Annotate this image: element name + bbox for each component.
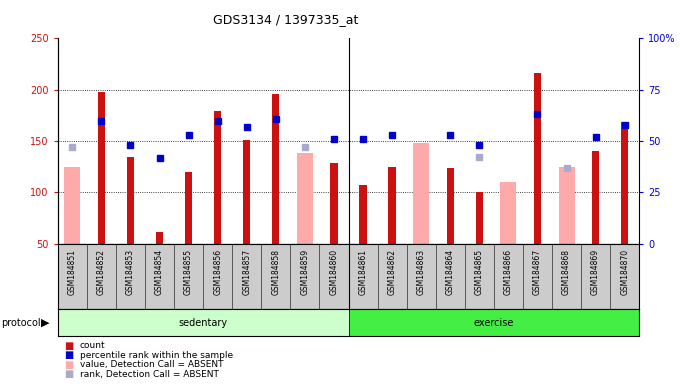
Text: GSM184852: GSM184852 [97, 249, 106, 295]
Bar [534, 73, 541, 244]
Text: GSM184869: GSM184869 [591, 249, 600, 295]
Bar [360, 185, 367, 244]
Text: GSM184856: GSM184856 [214, 249, 222, 295]
Bar [592, 151, 599, 244]
Text: GSM184866: GSM184866 [504, 249, 513, 295]
Bar [500, 182, 516, 244]
Text: rank, Detection Call = ABSENT: rank, Detection Call = ABSENT [80, 370, 218, 379]
Text: GSM184865: GSM184865 [475, 249, 483, 295]
Text: protocol: protocol [1, 318, 41, 328]
Text: exercise: exercise [474, 318, 514, 328]
Text: GSM184851: GSM184851 [68, 249, 77, 295]
Bar [214, 111, 221, 244]
Bar [476, 192, 483, 244]
Text: GSM184858: GSM184858 [271, 249, 280, 295]
Text: GSM184868: GSM184868 [562, 249, 571, 295]
Text: value, Detection Call = ABSENT: value, Detection Call = ABSENT [80, 360, 223, 369]
Bar [348, 309, 639, 336]
Text: GSM184857: GSM184857 [242, 249, 251, 295]
Bar [413, 143, 429, 244]
Bar [127, 157, 134, 244]
Bar [621, 122, 628, 244]
Bar [447, 168, 454, 244]
Text: ■: ■ [65, 369, 74, 379]
Text: ▶: ▶ [41, 318, 50, 328]
Text: ■: ■ [65, 350, 74, 360]
Text: GSM184862: GSM184862 [388, 249, 396, 295]
Bar [330, 163, 337, 244]
Text: count: count [80, 341, 105, 350]
Bar [185, 172, 192, 244]
Text: GSM184853: GSM184853 [126, 249, 135, 295]
Text: GSM184867: GSM184867 [533, 249, 542, 295]
Text: GSM184860: GSM184860 [330, 249, 339, 295]
Bar [243, 140, 250, 244]
Text: percentile rank within the sample: percentile rank within the sample [80, 351, 233, 360]
Bar [58, 309, 348, 336]
Text: GSM184864: GSM184864 [446, 249, 455, 295]
Bar [558, 167, 575, 244]
Text: ■: ■ [65, 360, 74, 370]
Bar [272, 94, 279, 244]
Bar [98, 92, 105, 244]
Text: GSM184855: GSM184855 [184, 249, 193, 295]
Text: GSM184863: GSM184863 [417, 249, 426, 295]
Bar [297, 154, 313, 244]
Text: GSM184861: GSM184861 [358, 249, 367, 295]
Text: sedentary: sedentary [179, 318, 228, 328]
Text: GDS3134 / 1397335_at: GDS3134 / 1397335_at [213, 13, 358, 26]
Bar [156, 232, 163, 244]
Text: GSM184870: GSM184870 [620, 249, 629, 295]
Text: GSM184859: GSM184859 [301, 249, 309, 295]
Text: ■: ■ [65, 341, 74, 351]
Text: GSM184854: GSM184854 [155, 249, 164, 295]
Bar [65, 167, 80, 244]
Bar [388, 167, 396, 244]
